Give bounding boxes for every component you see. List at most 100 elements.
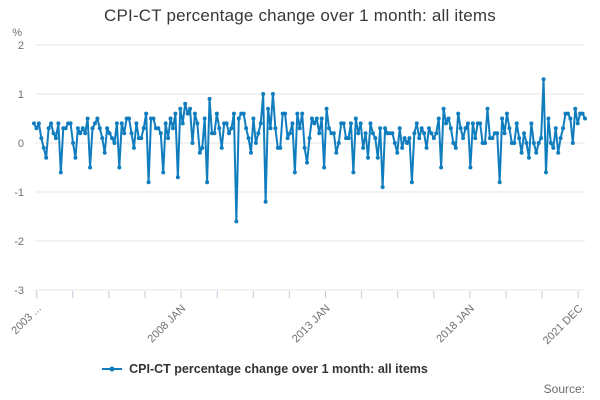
series-point <box>141 126 146 131</box>
series-point <box>71 141 76 145</box>
series-point <box>39 136 44 141</box>
series-point <box>392 141 397 145</box>
series-point <box>336 141 341 145</box>
series-point <box>500 116 505 121</box>
series-point <box>395 150 400 155</box>
source-label: Source: <box>543 382 585 396</box>
series-point <box>514 121 519 126</box>
series-point <box>192 111 197 116</box>
series-point <box>424 145 429 150</box>
series-point <box>417 136 422 141</box>
series-point <box>251 116 256 121</box>
series-point <box>202 116 207 121</box>
series-point <box>253 141 258 145</box>
series-point <box>366 155 371 160</box>
series-point <box>543 170 548 175</box>
series-point <box>166 136 171 141</box>
series-point <box>483 141 488 145</box>
legend-label: CPI-CT percentage change over 1 month: a… <box>129 362 428 376</box>
series-point <box>36 121 41 126</box>
series-point <box>246 136 251 141</box>
series-point <box>92 121 97 126</box>
series-point <box>214 111 219 116</box>
series-point <box>188 106 193 111</box>
y-axis-tick-label: -3 <box>14 285 24 297</box>
y-axis-tick-label: 1 <box>18 89 24 101</box>
series-point <box>85 116 90 121</box>
series-point <box>110 136 115 141</box>
series-point <box>468 165 473 170</box>
series-point <box>212 131 217 136</box>
series-point <box>175 175 180 180</box>
series-point <box>383 126 388 131</box>
series-point <box>458 126 463 131</box>
series-point <box>322 165 327 170</box>
series-point <box>317 131 322 136</box>
series-point <box>258 121 263 126</box>
series-point <box>397 126 402 131</box>
series-point <box>63 126 68 131</box>
series-point <box>185 111 190 116</box>
series-point <box>78 131 83 136</box>
series-point <box>105 126 110 131</box>
series-point <box>441 106 446 111</box>
series-point <box>75 126 80 131</box>
y-axis-tick-label: 2 <box>18 40 24 52</box>
series-point <box>305 160 310 165</box>
series-point <box>502 131 507 136</box>
series-point <box>561 126 566 131</box>
series-point <box>526 155 531 160</box>
series-point <box>490 136 495 141</box>
series-point <box>368 121 373 126</box>
series-point <box>51 131 56 136</box>
legend-line-marker-icon <box>102 366 123 372</box>
series-point <box>448 126 453 131</box>
series-point <box>531 141 536 145</box>
series-point <box>112 141 117 145</box>
series-point <box>278 145 283 150</box>
series-point <box>117 165 122 170</box>
series-point <box>456 111 461 116</box>
series-point <box>248 150 253 155</box>
series-point <box>234 219 239 224</box>
series-point <box>224 121 229 126</box>
series-point <box>536 141 541 145</box>
series-point <box>517 136 522 141</box>
series-point <box>358 121 363 126</box>
series-point <box>146 180 151 185</box>
series-point <box>41 145 46 150</box>
series-point <box>353 116 358 121</box>
series-point <box>409 180 414 185</box>
series-point <box>256 131 261 136</box>
series-point <box>170 126 175 131</box>
series-point <box>236 116 241 121</box>
series-point <box>46 126 51 131</box>
series-point <box>134 121 139 126</box>
series-point <box>361 145 366 150</box>
series-point <box>190 141 195 145</box>
series-point <box>539 136 544 141</box>
series-point <box>568 116 573 121</box>
series-point <box>444 121 449 126</box>
series-point <box>327 126 331 131</box>
series-point <box>507 126 512 131</box>
y-axis-tick-label: 0 <box>18 138 24 150</box>
legend-item[interactable]: CPI-CT percentage change over 1 month: a… <box>0 362 530 376</box>
series-point <box>90 126 95 131</box>
series-point <box>378 126 383 131</box>
series-point <box>573 106 578 111</box>
x-axis-tick-label: 2021 DEC <box>541 303 585 347</box>
series-point <box>178 106 183 111</box>
series-point <box>107 131 112 136</box>
series-point <box>229 126 234 131</box>
series-point <box>436 116 441 121</box>
series-point <box>426 126 431 131</box>
series-point <box>173 111 178 116</box>
series-point <box>285 136 290 141</box>
series-point <box>300 111 305 116</box>
series-point <box>88 165 93 170</box>
series-point <box>356 131 361 136</box>
series-point <box>227 131 232 136</box>
series-point <box>139 136 144 141</box>
